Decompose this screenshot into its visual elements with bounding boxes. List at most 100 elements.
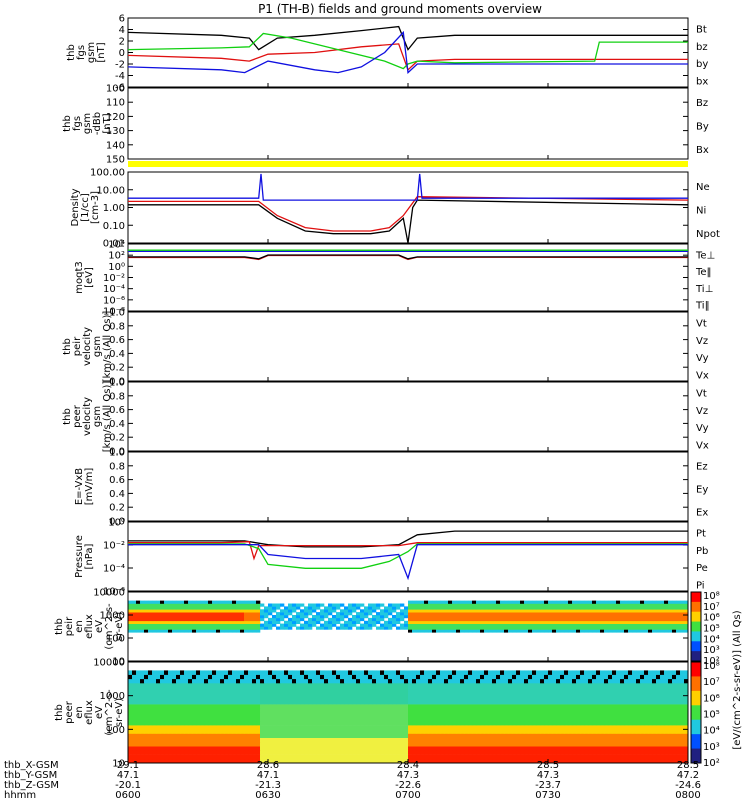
heatmap-cell: [160, 620, 165, 624]
heatmap-cell: [536, 737, 541, 743]
heatmap-cell: [312, 620, 317, 624]
heatmap-cell: [364, 746, 369, 751]
heatmap-cell: [664, 606, 669, 610]
heatmap-cell: [180, 754, 185, 760]
heatmap-cell: [372, 716, 377, 722]
heatmap-cell: [200, 626, 205, 630]
heatmap-cell: [588, 746, 593, 751]
heatmap-cell: [376, 670, 381, 675]
heatmap-cell: [500, 712, 505, 717]
heatmap-cell: [184, 695, 189, 701]
heatmap-cell: [560, 729, 565, 734]
heatmap-cell: [364, 691, 369, 696]
heatmap-cell: [512, 729, 517, 734]
heatmap-cell: [640, 617, 645, 622]
heatmap-cell: [248, 758, 253, 764]
heatmap-cell: [532, 674, 537, 680]
heatmap-cell: [568, 695, 573, 701]
heatmap-cell: [572, 733, 577, 738]
heatmap-cell: [528, 733, 533, 738]
heatmap-cell: [660, 674, 665, 680]
heatmap-cell: [240, 716, 245, 722]
heatmap-cell: [324, 729, 329, 734]
heatmap-cell: [592, 620, 597, 624]
heatmap-cell: [140, 620, 145, 624]
heatmap-cell: [420, 737, 425, 743]
heatmap-cell: [472, 674, 477, 680]
heatmap-cell: [236, 716, 241, 722]
heatmap-cell: [356, 699, 361, 705]
heatmap-cell: [396, 691, 401, 696]
heatmap-cell: [368, 617, 373, 622]
heatmap-cell: [612, 606, 617, 610]
heatmap-cell: [576, 720, 581, 726]
heatmap-cell: [396, 620, 401, 624]
heatmap-cell: [172, 758, 177, 764]
heatmap-cell: [332, 617, 337, 622]
heatmap-cell: [684, 615, 689, 619]
heatmap-cell: [380, 609, 385, 613]
heatmap-cell: [348, 674, 353, 680]
colorbar-label: [eV/(cm^2-s-sr-eV)] (All Qs): [732, 610, 743, 749]
heatmap-cell: [356, 620, 361, 624]
heatmap-cell: [516, 674, 521, 680]
heatmap-cell: [428, 674, 433, 680]
heatmap-cell: [200, 623, 205, 627]
heatmap-cell: [208, 670, 213, 675]
heatmap-cell: [456, 737, 461, 743]
heatmap-cell: [672, 742, 677, 747]
heatmap-cell: [344, 737, 349, 743]
heatmap-cell: [340, 603, 345, 607]
heatmap-cell: [512, 746, 517, 751]
ylabel-line: fgs: [76, 45, 87, 60]
heatmap-cell: [296, 737, 301, 743]
heatmap-cell: [172, 674, 177, 680]
axis-tick-value: 0730: [535, 790, 560, 800]
heatmap-cell: [448, 725, 453, 730]
heatmap-cell: [192, 674, 197, 680]
heatmap-cell: [468, 615, 473, 619]
heatmap-cell: [556, 746, 561, 751]
heatmap-cell: [344, 612, 349, 616]
heatmap-cell: [640, 683, 645, 688]
heatmap-cell: [260, 699, 265, 705]
heatmap-cell: [340, 750, 345, 755]
heatmap-cell: [672, 699, 677, 705]
heatmap-cell: [212, 620, 217, 624]
heatmap-cell: [588, 699, 593, 705]
heatmap-cell: [556, 742, 561, 747]
heatmap-cell: [668, 754, 673, 760]
heatmap-cell: [388, 754, 393, 760]
heatmap-cell: [276, 612, 281, 616]
heatmap-cell: [296, 754, 301, 760]
heatmap-cell: [156, 629, 161, 633]
heatmap-cell: [664, 733, 669, 738]
heatmap-cell: [668, 729, 673, 734]
heatmap-cell: [404, 750, 409, 755]
heatmap-cell: [252, 750, 257, 755]
heatmap-cell: [444, 737, 449, 743]
heatmap-cell: [612, 699, 617, 705]
heatmap-cell: [276, 617, 281, 622]
heatmap-cell: [164, 737, 169, 743]
heatmap-cell: [232, 606, 237, 610]
heatmap-cell: [236, 737, 241, 743]
heatmap-cell: [468, 754, 473, 760]
heatmap-cell: [256, 670, 261, 675]
heatmap-cell: [532, 695, 537, 701]
heatmap-cell: [580, 603, 585, 607]
heatmap-cell: [556, 606, 561, 610]
heatmap-cell: [256, 742, 261, 747]
heatmap-cell: [608, 708, 613, 713]
heatmap-cell: [256, 674, 261, 680]
heatmap-cell: [324, 609, 329, 613]
heatmap-cell: [476, 746, 481, 751]
heatmap-cell: [576, 670, 581, 675]
heatmap-cell: [436, 704, 441, 709]
heatmap-cell: [592, 720, 597, 726]
heatmap-cell: [280, 623, 285, 627]
heatmap-cell: [132, 674, 137, 680]
ytick-label: 10⁻⁴: [103, 564, 125, 575]
heatmap-cell: [220, 600, 225, 604]
ytick-label: 1000: [100, 691, 125, 702]
